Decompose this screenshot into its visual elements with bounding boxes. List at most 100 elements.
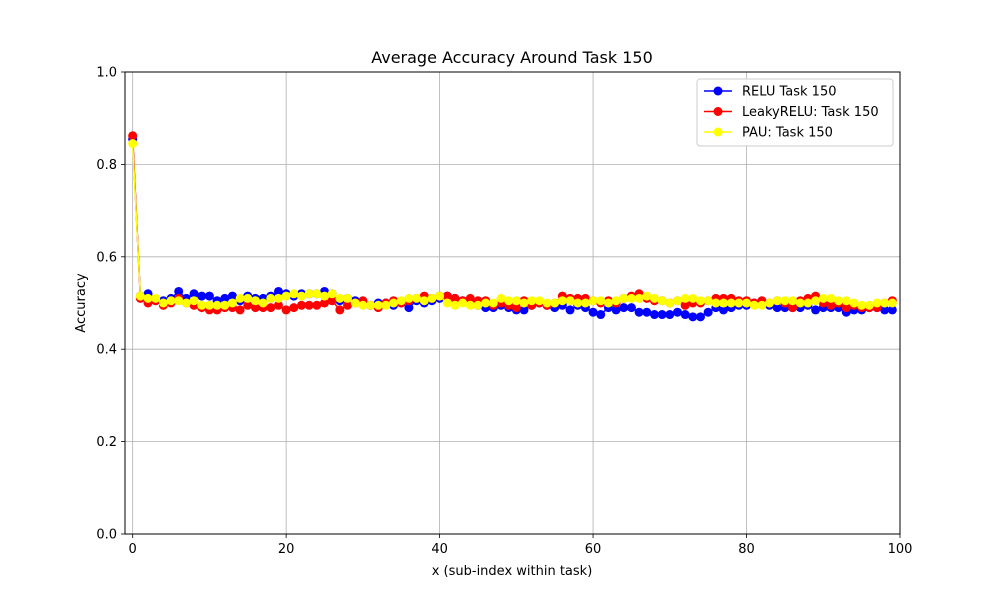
- y-tick-label: 1.0: [96, 66, 117, 81]
- data-point: [588, 307, 598, 317]
- data-point: [465, 293, 475, 303]
- data-point: [488, 298, 498, 308]
- data-point: [189, 289, 199, 299]
- data-point: [220, 293, 230, 303]
- data-point: [696, 296, 705, 306]
- data-point: [872, 298, 882, 308]
- data-point: [373, 300, 383, 310]
- data-point: [603, 298, 613, 308]
- data-point: [550, 298, 560, 308]
- data-point: [711, 298, 721, 308]
- data-point: [803, 298, 813, 308]
- data-point: [619, 303, 629, 313]
- data-point: [281, 305, 291, 315]
- data-point: [450, 293, 460, 303]
- data-point: [719, 305, 729, 315]
- data-point: [611, 305, 621, 315]
- data-point: [273, 293, 283, 303]
- data-point: [757, 300, 767, 310]
- data-point: [258, 298, 268, 308]
- data-point: [726, 298, 736, 308]
- legend-marker: [713, 127, 723, 137]
- data-point: [312, 289, 322, 299]
- data-point: [404, 293, 414, 303]
- x-tick-label: 40: [431, 542, 448, 557]
- data-point: [534, 296, 544, 306]
- data-point: [350, 298, 360, 308]
- data-point: [174, 296, 184, 306]
- data-point: [465, 300, 475, 310]
- data-point: [473, 300, 483, 310]
- data-point: [197, 300, 207, 310]
- y-tick-label: 0.4: [96, 343, 117, 358]
- data-point: [181, 298, 191, 308]
- data-point: [680, 293, 690, 303]
- x-tick-label: 80: [738, 542, 755, 557]
- data-point: [588, 296, 598, 306]
- data-point: [703, 296, 713, 306]
- y-tick-label: 0.6: [96, 250, 117, 265]
- data-point: [642, 291, 652, 301]
- data-point: [626, 293, 636, 303]
- data-point: [749, 300, 759, 310]
- data-point: [887, 305, 897, 315]
- data-point: [320, 298, 329, 308]
- data-point: [634, 307, 644, 317]
- data-point: [312, 300, 322, 310]
- data-point: [818, 293, 828, 303]
- plot-frame: [124, 71, 901, 535]
- data-point: [212, 300, 222, 310]
- legend: RELU Task 150 LeakyRELU: Task 150 PAU: Tas…: [696, 78, 894, 147]
- data-point: [266, 293, 276, 303]
- data-point: [719, 298, 729, 308]
- data-point: [742, 298, 752, 308]
- data-point: [381, 300, 391, 310]
- data-point: [626, 303, 636, 313]
- data-point: [304, 300, 314, 310]
- data-point: [826, 293, 836, 303]
- data-point: [864, 300, 874, 310]
- data-point: [281, 291, 291, 301]
- data-point: [289, 289, 299, 299]
- data-point: [296, 291, 306, 301]
- data-point: [834, 296, 844, 306]
- data-point: [250, 296, 260, 306]
- data-point: [795, 298, 805, 308]
- data-point: [527, 296, 537, 306]
- data-point: [396, 296, 406, 306]
- data-point: [788, 303, 798, 313]
- data-point: [519, 305, 529, 315]
- data-point: [734, 298, 744, 308]
- data-point: [143, 293, 153, 303]
- data-point: [289, 303, 299, 313]
- x-tick-label: 100: [888, 542, 913, 557]
- data-point: [634, 293, 644, 303]
- data-point: [427, 293, 437, 303]
- data-point: [649, 310, 659, 320]
- data-point: [204, 300, 214, 310]
- data-point: [366, 300, 376, 310]
- data-point: [880, 305, 890, 315]
- data-point: [442, 291, 452, 301]
- data-point: [412, 293, 422, 303]
- data-point: [565, 305, 575, 315]
- data-point: [227, 291, 237, 301]
- y-tick-label: 0.8: [96, 158, 117, 173]
- data-point: [174, 286, 184, 296]
- data-point: [189, 296, 199, 306]
- data-point: [419, 296, 429, 306]
- data-point: [327, 289, 337, 299]
- data-point: [780, 296, 790, 306]
- data-point: [619, 293, 629, 303]
- data-point: [688, 312, 698, 322]
- data-point: [565, 296, 575, 306]
- data-point: [343, 300, 353, 310]
- data-point: [857, 300, 867, 310]
- x-axis-label: x (sub-index within task): [432, 564, 593, 579]
- x-tick-label: 0: [129, 542, 137, 557]
- data-point: [642, 307, 652, 317]
- data-point: [649, 293, 659, 303]
- data-point: [442, 298, 452, 308]
- data-point: [811, 305, 821, 315]
- data-point: [227, 298, 237, 308]
